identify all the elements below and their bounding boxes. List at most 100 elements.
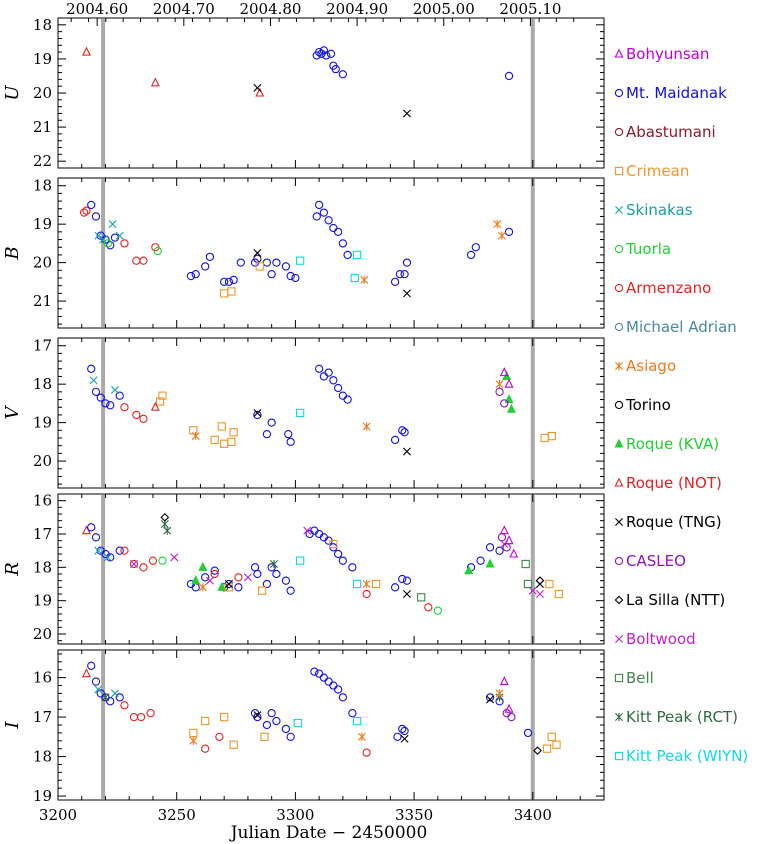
data-point <box>390 435 400 445</box>
data-point <box>87 661 96 670</box>
data-point <box>493 220 502 229</box>
data-point <box>170 553 179 562</box>
data-point <box>338 391 348 400</box>
data-point <box>417 593 426 602</box>
data-point <box>262 430 272 439</box>
data-point <box>338 693 348 702</box>
y-axis-label: V <box>2 405 23 420</box>
legend-marker <box>614 244 624 254</box>
data-point <box>402 447 411 456</box>
data-point <box>224 580 233 588</box>
y-tick-label: 17 <box>33 708 52 726</box>
data-point <box>120 239 129 248</box>
data-point <box>220 439 229 448</box>
legend-label: Armenzano <box>626 279 711 297</box>
data-point <box>286 732 295 741</box>
y-tick-label: 22 <box>33 152 52 170</box>
top-tick-label: 2004.60 <box>66 0 128 18</box>
y-tick-label: 19 <box>33 787 52 805</box>
x-tick-label: 3400 <box>514 806 552 824</box>
data-point <box>267 418 276 427</box>
y-tick-label: 17 <box>33 337 52 355</box>
x-tick-label: 3250 <box>158 806 196 824</box>
data-point <box>398 574 407 584</box>
data-point <box>499 367 509 377</box>
data-point <box>312 212 321 221</box>
data-point <box>400 270 409 279</box>
data-point <box>521 559 530 569</box>
data-point <box>350 273 359 283</box>
data-point <box>281 262 291 271</box>
y-axis-label: B <box>2 246 23 260</box>
data-point <box>504 535 514 545</box>
data-point <box>158 391 167 400</box>
data-point <box>495 387 504 396</box>
data-point <box>402 289 411 298</box>
data-point <box>150 401 160 411</box>
y-axis-label: U <box>2 85 23 101</box>
legend-item: Mt. Maidanak <box>614 84 727 102</box>
legend-label: Kitt Peak (RCT) <box>626 708 738 726</box>
legend-label: Roque (KVA) <box>626 435 719 453</box>
data-point <box>293 718 302 728</box>
data-point <box>499 676 509 686</box>
legend-marker <box>614 48 624 58</box>
data-point <box>110 689 119 698</box>
data-point <box>324 677 333 686</box>
data-point <box>267 270 276 279</box>
data-point <box>471 243 480 252</box>
data-point <box>314 47 324 57</box>
data-point <box>504 71 514 81</box>
x-tick-label: 3350 <box>395 806 433 824</box>
legend-label: Skinakas <box>626 201 693 219</box>
legend-item: Crimean <box>614 162 689 180</box>
legend-item: Armenzano <box>614 279 711 297</box>
legend-label: Roque (TNG) <box>626 513 722 531</box>
data-point <box>547 431 556 441</box>
data-point <box>201 573 210 582</box>
data-point <box>103 239 113 248</box>
data-point <box>150 77 160 87</box>
data-point <box>295 256 305 265</box>
data-point <box>129 560 138 568</box>
data-point <box>402 576 412 585</box>
legend-item: Abastumani <box>614 123 716 141</box>
data-point <box>129 559 139 569</box>
legend-item: Michael Adrian <box>614 318 737 336</box>
data-points <box>81 46 514 118</box>
data-point <box>542 744 552 753</box>
legend-item: Bohyunsan <box>614 45 709 63</box>
data-point <box>91 387 101 396</box>
legend-label: Crimean <box>626 162 689 180</box>
data-point <box>533 746 542 756</box>
data-point <box>201 716 210 726</box>
data-point <box>504 227 514 236</box>
data-point <box>400 726 409 736</box>
data-point <box>227 287 236 296</box>
data-point <box>295 408 305 418</box>
y-tick-label: 20 <box>33 452 52 470</box>
y-tick-label: 16 <box>33 492 52 510</box>
data-point <box>158 556 167 565</box>
data-point <box>545 579 554 589</box>
data-point <box>191 431 200 441</box>
data-point <box>352 716 362 726</box>
legend-item: Boltwood <box>615 630 696 648</box>
data-point <box>87 364 96 373</box>
y-tick-label: 20 <box>33 254 52 272</box>
data-point <box>329 681 338 690</box>
top-tick-label: 2004.80 <box>239 0 301 18</box>
legend-label: Mt. Maidanak <box>626 84 727 102</box>
data-point <box>535 580 544 588</box>
data-point <box>523 728 533 738</box>
panel-B: 18 19 20 21 B <box>2 177 605 329</box>
legend-item: Torino <box>614 396 671 414</box>
legend-marker <box>614 751 624 761</box>
data-point <box>229 740 238 749</box>
legend-marker <box>614 400 624 410</box>
data-point <box>343 250 352 260</box>
data-point <box>362 589 371 599</box>
data-point <box>540 433 549 443</box>
y-tick-label: 19 <box>33 50 52 68</box>
data-point <box>390 277 400 286</box>
